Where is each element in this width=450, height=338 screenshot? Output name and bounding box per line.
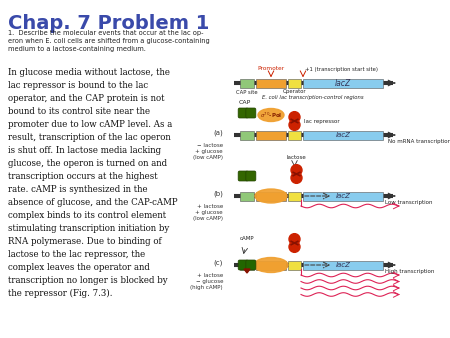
FancyBboxPatch shape [240,192,254,200]
Text: result, transcription of the lac operon: result, transcription of the lac operon [8,133,171,142]
Text: complex leaves the operator and: complex leaves the operator and [8,263,150,272]
Text: $\sigma^{70}$-Pol: $\sigma^{70}$-Pol [260,110,282,120]
FancyBboxPatch shape [288,78,301,88]
FancyBboxPatch shape [246,260,256,270]
Text: No mRNA transcription: No mRNA transcription [388,139,450,144]
Text: CAP site: CAP site [236,90,258,95]
Text: lacZ: lacZ [336,262,351,268]
Circle shape [289,241,300,252]
Text: cAMP: cAMP [240,236,254,241]
Circle shape [289,112,300,123]
Text: (c): (c) [214,260,223,266]
FancyBboxPatch shape [246,108,256,118]
FancyBboxPatch shape [238,108,248,118]
Text: transcription occurs at the highest: transcription occurs at the highest [8,172,157,181]
FancyBboxPatch shape [240,261,254,269]
FancyBboxPatch shape [303,130,383,140]
Ellipse shape [258,108,284,121]
Text: + lactose
− glucose
(high cAMP): + lactose − glucose (high cAMP) [190,273,223,290]
Text: +1 (transcription start site): +1 (transcription start site) [305,67,378,72]
Text: operator, and the CAP protein is not: operator, and the CAP protein is not [8,94,165,103]
FancyBboxPatch shape [288,130,301,140]
Text: Operator: Operator [283,90,306,95]
FancyBboxPatch shape [303,261,383,269]
Text: (b): (b) [213,191,223,197]
Text: lac repressor: lac repressor [305,119,340,123]
Text: (a): (a) [213,130,223,136]
FancyBboxPatch shape [246,171,256,181]
Circle shape [289,119,300,130]
Text: the repressor (Fig. 7.3).: the repressor (Fig. 7.3). [8,289,112,298]
FancyBboxPatch shape [303,78,383,88]
Text: lacZ: lacZ [336,132,351,138]
Circle shape [291,165,302,176]
Text: lactose to the lac repressor, the: lactose to the lac repressor, the [8,250,145,259]
Text: Low transcription: Low transcription [385,200,432,205]
Ellipse shape [254,258,288,272]
Text: lacZ: lacZ [336,193,351,199]
FancyBboxPatch shape [288,261,301,269]
Text: + lactose
+ glucose
(low cAMP): + lactose + glucose (low cAMP) [193,204,223,221]
Ellipse shape [255,189,287,203]
Text: absence of glucose, and the CAP-cAMP: absence of glucose, and the CAP-cAMP [8,198,178,207]
Polygon shape [244,269,250,273]
Text: complex binds to its control element: complex binds to its control element [8,211,166,220]
FancyBboxPatch shape [256,192,286,200]
Text: lactose: lactose [287,155,306,160]
Text: CAP: CAP [239,100,251,105]
FancyBboxPatch shape [238,171,248,181]
Text: RNA polymerase. Due to binding of: RNA polymerase. Due to binding of [8,237,162,246]
Text: High transcription: High transcription [385,269,434,274]
FancyBboxPatch shape [288,192,301,200]
FancyBboxPatch shape [240,78,254,88]
Text: lacZ: lacZ [335,78,351,88]
Text: bound to its control site near the: bound to its control site near the [8,107,150,116]
Text: Promoter: Promoter [257,67,284,72]
Text: In glucose media without lactose, the: In glucose media without lactose, the [8,68,170,77]
Text: Chap. 7 Problem 1: Chap. 7 Problem 1 [8,14,209,33]
Text: transcription no longer is blocked by: transcription no longer is blocked by [8,276,167,285]
Circle shape [291,172,302,183]
Text: glucose, the operon is turned on and: glucose, the operon is turned on and [8,159,167,168]
Text: lac repressor is bound to the lac: lac repressor is bound to the lac [8,81,148,90]
Text: 1.  Describe the molecular events that occur at the lac op-
eron when E. coli ce: 1. Describe the molecular events that oc… [8,30,210,52]
Text: E. coli lac transcription-control regions: E. coli lac transcription-control region… [262,96,363,100]
Text: rate. cAMP is synthesized in the: rate. cAMP is synthesized in the [8,185,148,194]
Text: promoter due to low cAMP level. As a: promoter due to low cAMP level. As a [8,120,172,129]
FancyBboxPatch shape [256,130,286,140]
FancyBboxPatch shape [256,78,286,88]
Text: stimulating transcription initiation by: stimulating transcription initiation by [8,224,169,233]
FancyBboxPatch shape [303,192,383,200]
Text: is shut off. In lactose media lacking: is shut off. In lactose media lacking [8,146,161,155]
FancyBboxPatch shape [238,260,248,270]
FancyBboxPatch shape [256,261,286,269]
FancyBboxPatch shape [240,130,254,140]
Circle shape [289,234,300,245]
Text: − lactose
+ glucose
(low cAMP): − lactose + glucose (low cAMP) [193,143,223,161]
